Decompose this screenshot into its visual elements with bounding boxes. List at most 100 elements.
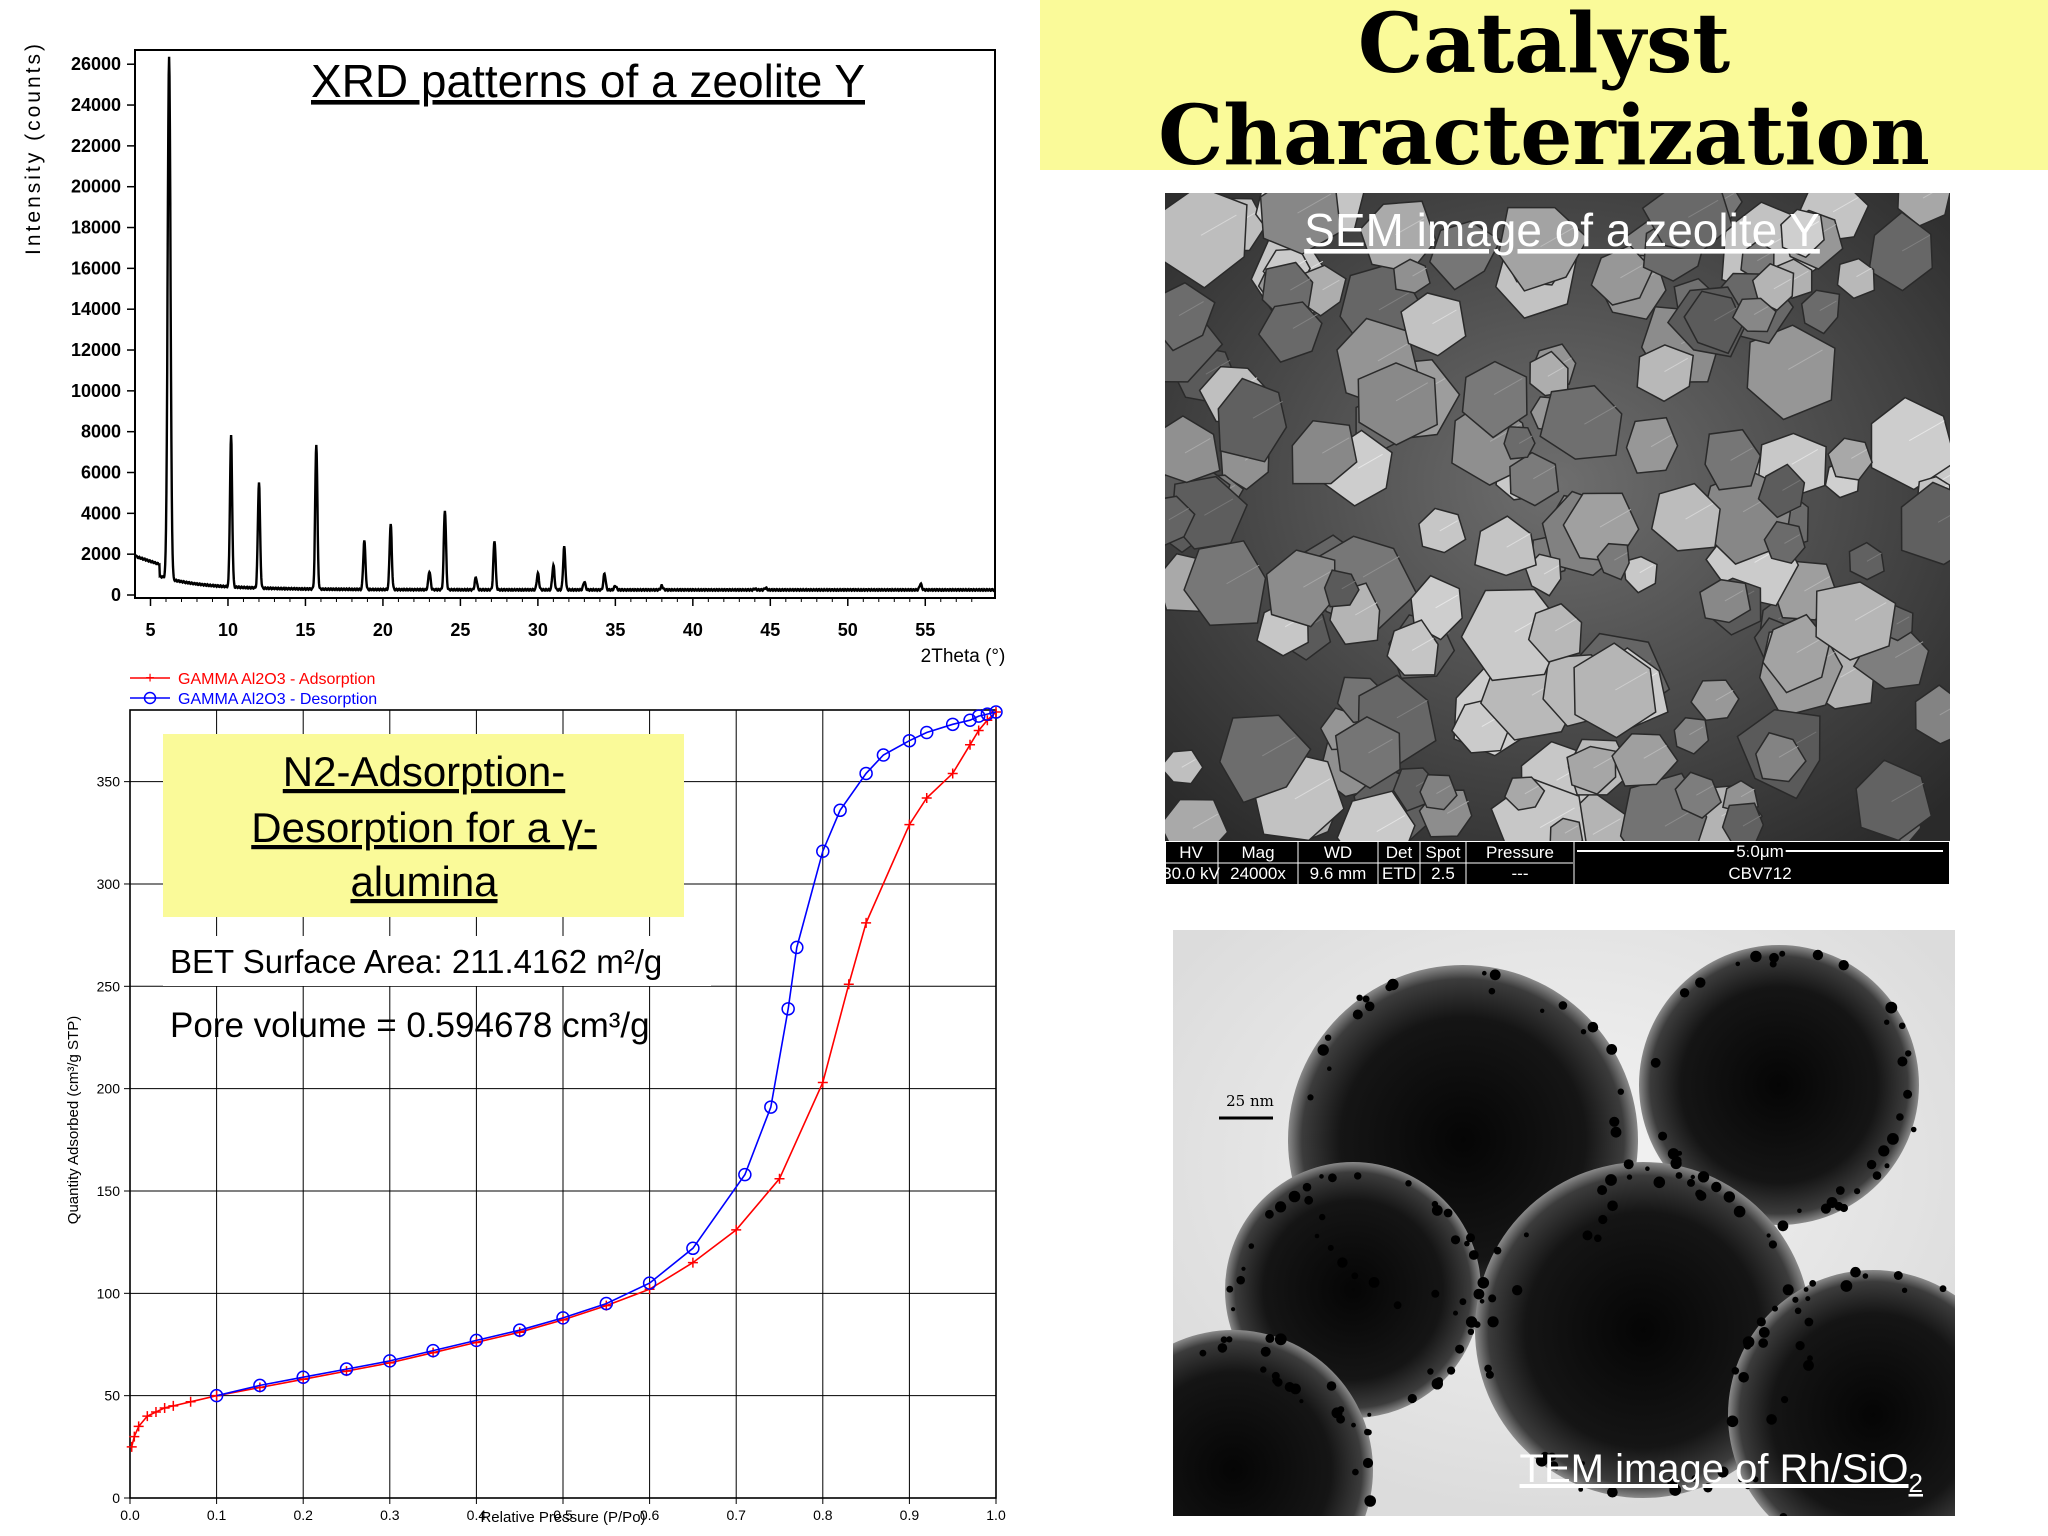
sem-crystal xyxy=(1474,515,1537,577)
legend-adsorption-marker: + xyxy=(145,670,154,687)
sem-crystal xyxy=(1673,716,1710,755)
sem-crystal-edge xyxy=(1854,602,1887,621)
tem-sphere-2 xyxy=(1639,945,1919,1225)
rh-particle xyxy=(1547,1452,1557,1461)
sem-crystal-edge xyxy=(1757,252,1771,262)
sem-crystal-edge xyxy=(1895,641,1924,659)
sem-crystal-edge xyxy=(1784,534,1801,544)
desorption-point xyxy=(971,709,986,723)
sem-crystal-edge xyxy=(1901,234,1931,252)
sem-crystal xyxy=(1503,776,1546,811)
sem-crystal xyxy=(1165,193,1248,289)
rh-particle xyxy=(1738,1372,1749,1383)
rh-particle xyxy=(1587,1021,1599,1033)
sem-crystal-edge xyxy=(1297,193,1332,214)
rh-particle xyxy=(1364,1495,1376,1507)
sem-crystal-edge xyxy=(1773,278,1792,290)
rh-particle xyxy=(1903,1089,1913,1099)
rh-particle xyxy=(1435,1377,1443,1385)
sem-info-header: Mag xyxy=(1241,843,1274,862)
sem-crystal-edge xyxy=(1539,807,1575,829)
sem-crystal xyxy=(1746,324,1836,421)
iso-xtick-label: 0.9 xyxy=(900,1507,920,1523)
sem-info-header: HV xyxy=(1179,843,1203,862)
rh-particle xyxy=(1697,1171,1710,1183)
rh-particle xyxy=(1362,1457,1374,1469)
rh-particle xyxy=(1450,1235,1461,1245)
rh-particle xyxy=(1356,994,1363,1001)
iso-legend: + GAMMA Al2O3 - Adsorption GAMMA Al2O3 -… xyxy=(130,670,377,708)
rh-particle xyxy=(1455,1344,1465,1354)
sem-crystal-edge xyxy=(1436,785,1451,794)
sem-crystal xyxy=(1497,206,1589,292)
rh-particle xyxy=(1324,1034,1332,1041)
sem-crystal-edge xyxy=(1184,438,1211,454)
sem-crystal xyxy=(1625,416,1679,474)
sem-crystal xyxy=(1690,679,1740,721)
adsorption-point xyxy=(904,819,915,830)
sem-crystal-edge xyxy=(1939,708,1950,716)
xrd-y-axis: 0 2000 4000 6000 8000 10000 12000 14000 16000 180… xyxy=(71,54,135,605)
rh-particle xyxy=(1687,1178,1695,1187)
rh-particle xyxy=(1288,1190,1301,1203)
rh-particle xyxy=(1605,1174,1617,1186)
rh-particle xyxy=(1691,1475,1699,1482)
sem-crystal-edge xyxy=(1506,533,1531,548)
adsorption-point xyxy=(947,768,958,779)
xrd-x-axis: 5 10 15 20 25 30 35 40 45 50 55 xyxy=(145,598,973,640)
rh-particle xyxy=(1236,1275,1245,1285)
sem-crystal-edge xyxy=(1395,217,1425,236)
sem-crystal-edge xyxy=(1715,690,1734,701)
rh-particle xyxy=(1795,1341,1805,1351)
rh-particle xyxy=(1337,1406,1345,1413)
tem-caption-sub: 2 xyxy=(1909,1468,1923,1498)
sem-crystal xyxy=(1897,193,1950,227)
sem-crystal-edge xyxy=(1891,782,1924,802)
rh-particle xyxy=(1803,1287,1809,1292)
desorption-point xyxy=(945,717,960,732)
rh-particle xyxy=(1598,1214,1608,1225)
sem-crystal xyxy=(1650,482,1721,552)
rh-particle xyxy=(1703,1483,1713,1493)
sem-crystal xyxy=(1827,437,1873,481)
xrd-xtick-label: 15 xyxy=(295,620,315,640)
rh-particle xyxy=(1797,1208,1802,1214)
sem-crystal xyxy=(1549,817,1584,841)
sem-crystal xyxy=(1870,396,1950,491)
rh-particle xyxy=(1319,1174,1324,1179)
rh-particle xyxy=(1364,1428,1371,1436)
sem-info-header: Spot xyxy=(1426,843,1461,862)
rh-particle xyxy=(1275,1201,1287,1213)
adsorption-point xyxy=(168,1400,179,1411)
sem-crystal xyxy=(1900,481,1950,566)
rh-particle xyxy=(1466,1233,1475,1243)
rh-particle xyxy=(1231,1307,1236,1312)
sem-crystal-edge xyxy=(1435,594,1458,609)
sem-crystal xyxy=(1611,733,1679,787)
xrd-xtick-label: 35 xyxy=(605,620,625,640)
rh-particle xyxy=(1779,1513,1788,1516)
rh-particle xyxy=(1607,1200,1618,1212)
sem-crystal xyxy=(1386,619,1439,677)
sem-crystal-edge xyxy=(1614,552,1628,561)
isotherm-chart: 0 50 100 150 200 250 300 350 0.0 0.1 0.2 0.3 0.4 0.5… xyxy=(65,670,1006,1526)
sem-crystal-edge xyxy=(1262,736,1296,757)
rh-particle xyxy=(1645,1166,1650,1171)
sem-crystal-edge xyxy=(1856,267,1872,278)
sem-crystal-edge xyxy=(1908,420,1945,442)
xrd-xtick-label: 50 xyxy=(838,620,858,640)
rh-particle xyxy=(1690,1174,1695,1180)
iso-xtick-label: 0.4 xyxy=(467,1507,487,1523)
iso-caption-box xyxy=(163,734,684,917)
rh-particle xyxy=(1248,1243,1255,1249)
rh-particle xyxy=(1717,1466,1729,1478)
sem-crystal xyxy=(1217,377,1288,463)
iso-xtick-label: 0.8 xyxy=(813,1507,833,1523)
sem-crystal-edge xyxy=(1226,564,1260,585)
rh-particle xyxy=(1609,1116,1620,1127)
rh-particle xyxy=(1733,1205,1746,1218)
desorption-point xyxy=(980,707,995,721)
rh-particle xyxy=(1578,1487,1584,1492)
rh-particle xyxy=(1540,1451,1550,1461)
rh-particle xyxy=(1304,1195,1314,1205)
